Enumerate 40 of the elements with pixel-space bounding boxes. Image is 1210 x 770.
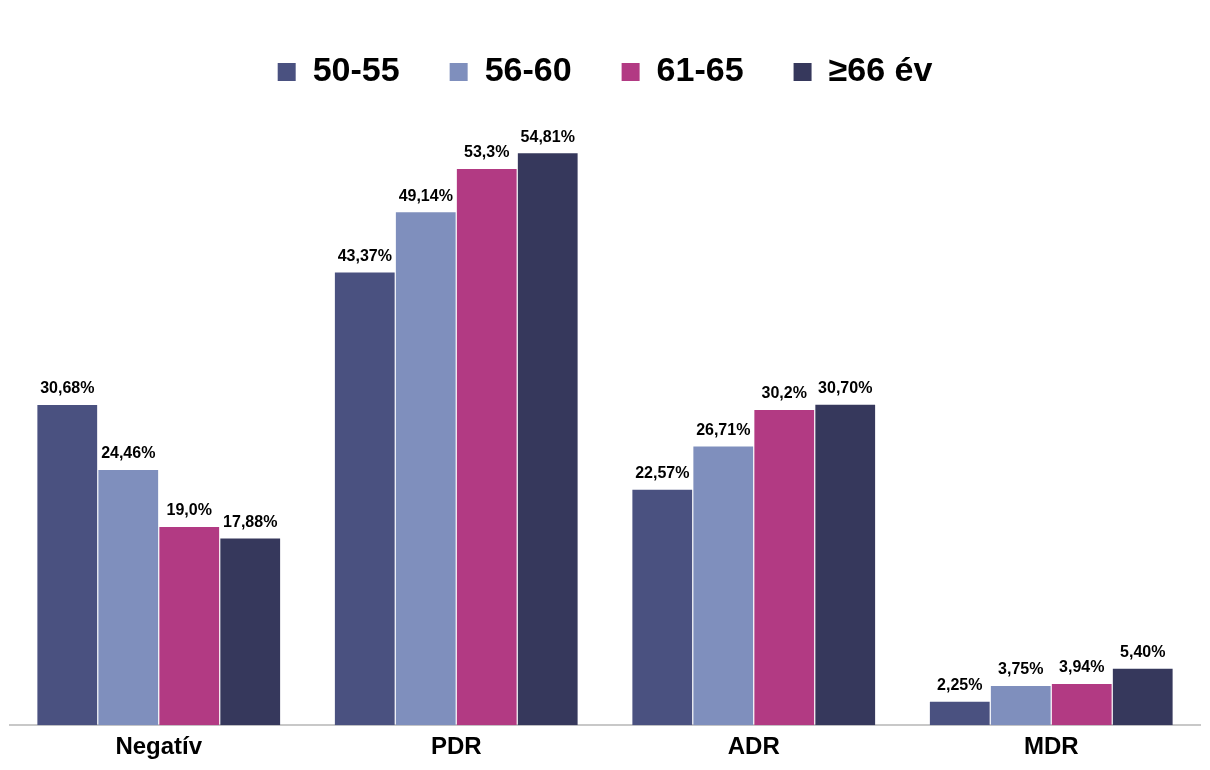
- bar: [37, 405, 98, 726]
- bar: [1112, 668, 1173, 726]
- bar: [990, 686, 1051, 726]
- data-label: 3,94%: [1059, 658, 1105, 676]
- bar: [159, 526, 220, 726]
- bar: [456, 168, 517, 726]
- bar: [334, 272, 395, 726]
- bar: [632, 489, 693, 726]
- data-label: 24,46%: [101, 444, 156, 462]
- x-tick-label: PDR: [430, 732, 482, 760]
- legend-label: 56-60: [484, 50, 572, 89]
- bar: [98, 469, 159, 726]
- bar: [395, 212, 456, 726]
- data-label: 19,0%: [166, 501, 212, 519]
- data-label: 5,40%: [1120, 643, 1166, 661]
- data-label: 30,2%: [761, 384, 807, 402]
- x-tick-label: ADR: [727, 732, 780, 760]
- data-label: 30,70%: [818, 379, 873, 397]
- data-label: 2,25%: [937, 676, 983, 694]
- data-label: 22,57%: [635, 464, 690, 482]
- data-label: 30,68%: [40, 379, 95, 397]
- data-label: 26,71%: [696, 420, 751, 438]
- bar: [929, 701, 990, 726]
- x-tick-label: Negatív: [115, 732, 203, 760]
- bar: [754, 410, 815, 726]
- bar: [815, 404, 876, 726]
- data-label: 17,88%: [223, 513, 278, 530]
- legend-label: 50-55: [312, 50, 400, 89]
- data-label: 53,3%: [464, 143, 510, 161]
- bar: [220, 538, 281, 726]
- x-tick-label: MDR: [1023, 732, 1079, 760]
- legend-label: 61-65: [656, 50, 744, 89]
- data-label: 54,81%: [520, 127, 575, 145]
- bar: [517, 153, 578, 726]
- bar: [693, 446, 754, 726]
- data-label: 43,37%: [337, 246, 392, 264]
- data-label: 49,14%: [398, 186, 453, 204]
- bar: [1051, 684, 1112, 726]
- legend-label: ≥66 év: [828, 50, 933, 89]
- data-label: 3,75%: [998, 660, 1044, 678]
